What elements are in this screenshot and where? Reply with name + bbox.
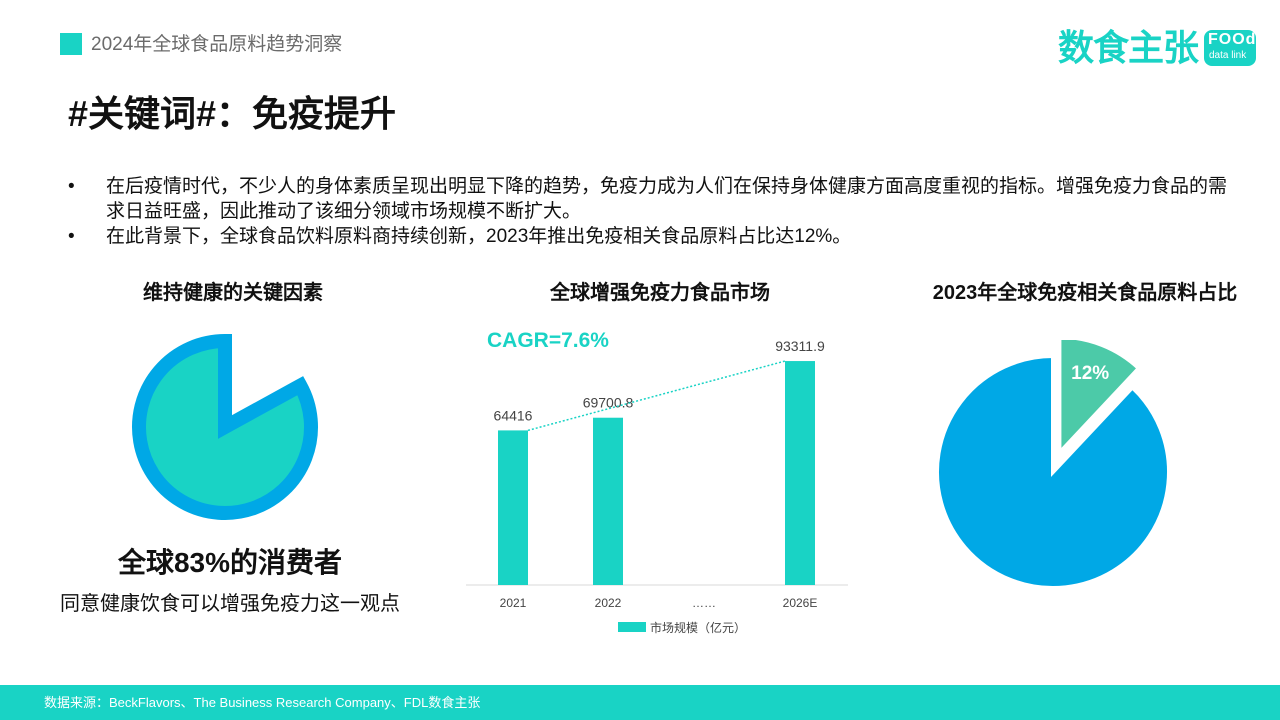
bar-2022	[593, 417, 623, 585]
bar-value-label: 64416	[494, 407, 533, 423]
header-subtitle: 2024年全球食品原料趋势洞察	[91, 34, 343, 55]
bullet-item: • 在此背景下，全球食品饮料原料商持续创新，2023年推出免疫相关食品原料占比达…	[68, 224, 1228, 249]
brand-logo: 数食主张 FOOd data link	[1058, 26, 1258, 72]
bullet-text: 在后疫情时代，不少人的身体素质呈现出明显下降的趋势，免疫力成为人们在保持身体健康…	[106, 176, 1228, 222]
legend-label: 市场规模（亿元）	[650, 620, 746, 635]
bullet-item: • 在后疫情时代，不少人的身体素质呈现出明显下降的趋势，免疫力成为人们在保持身体…	[68, 174, 1228, 224]
pie-slice-1	[1057, 340, 1142, 458]
bar-value-label: 93311.9	[775, 338, 825, 354]
x-tick-label: 2022	[595, 596, 622, 610]
logo-cn-text: 数食主张	[1058, 27, 1199, 68]
logo-en-bottom: data link	[1209, 50, 1247, 61]
bar-value-label: 69700.8	[583, 395, 634, 411]
ingredient-share-pie: 12%	[935, 340, 1171, 590]
x-tick-label: 2021	[500, 596, 527, 610]
consumer-stat: 全球83%的消费者	[117, 547, 343, 578]
trend-line	[527, 360, 786, 432]
pie-slice-0	[935, 353, 1171, 590]
ingredient-share-pie-group: 12%	[935, 340, 1171, 590]
logo-en-top: FOOd	[1208, 31, 1257, 48]
pie-slice-83	[132, 333, 318, 520]
ingredient-pie-title: 2023年全球免疫相关食品原料占比	[932, 282, 1238, 304]
bar-2026E	[785, 361, 815, 585]
logo-badge: FOOd data link	[1204, 30, 1256, 66]
bullet-dot: •	[68, 176, 75, 197]
legend-swatch	[618, 622, 646, 632]
left-panel-title: 维持健康的关键因素	[143, 282, 323, 304]
market-bar-chart: 64416 2021 69700.8 2022 …… 93311.9 2026E CAGR=7…	[466, 329, 848, 635]
pie-label: 12%	[1071, 363, 1109, 384]
market-bars: 64416 2021 69700.8 2022 …… 93311.9 2026E CAGR=7…	[466, 329, 848, 635]
page-title: #关键词#：免疫提升	[68, 93, 397, 134]
footer-source: 数据来源：BeckFlavors、The Business Research C…	[44, 695, 481, 710]
header-accent-square	[60, 33, 82, 55]
health-factor-pie-group	[132, 333, 318, 520]
market-chart-title: 全球增强免疫力食品市场	[550, 282, 770, 304]
x-tick-label: ……	[692, 596, 716, 610]
footer-bar: 数据来源：BeckFlavors、The Business Research C…	[0, 685, 1280, 720]
bullet-list: • 在后疫情时代，不少人的身体素质呈现出明显下降的趋势，免疫力成为人们在保持身体…	[68, 174, 1228, 249]
bar-2021	[498, 430, 528, 585]
bullet-dot: •	[68, 226, 75, 247]
bullet-text: 在此背景下，全球食品饮料原料商持续创新，2023年推出免疫相关食品原料占比达12…	[106, 226, 852, 247]
health-factor-pie	[132, 333, 318, 520]
cagr-annotation: CAGR=7.6%	[487, 329, 609, 352]
consumer-stat-desc: 同意健康饮食可以增强免疫力这一观点	[60, 593, 400, 615]
x-tick-label: 2026E	[783, 596, 818, 610]
